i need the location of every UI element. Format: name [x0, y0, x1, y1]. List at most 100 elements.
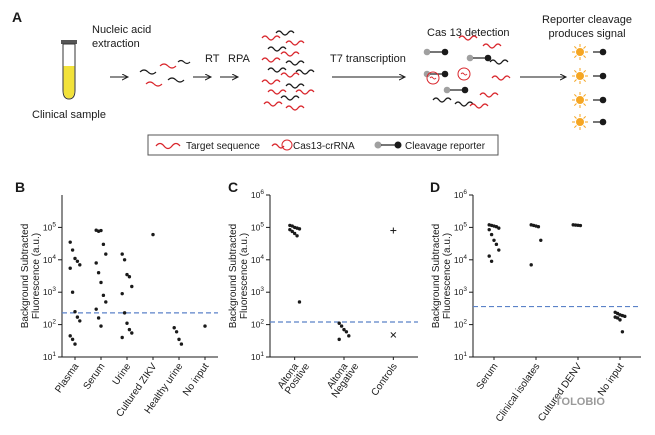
data-point: [529, 263, 533, 267]
dna-strand: [295, 89, 315, 95]
legend-box: [147, 134, 499, 156]
y-tick-label: 105: [454, 221, 467, 232]
dna-strand: [280, 51, 300, 57]
amplified-dna-icon: [261, 30, 315, 111]
dna-strand: [261, 57, 281, 63]
data-point: [288, 227, 292, 232]
data-point: [292, 231, 297, 236]
y-tick-label: 103: [454, 286, 467, 297]
data-point: [104, 252, 108, 256]
data-point: [623, 314, 627, 319]
data-point: [127, 275, 132, 279]
reporter-icon: [423, 70, 449, 78]
data-point: [177, 337, 181, 342]
data-point: [487, 227, 491, 232]
y-axis-title: Fluorescence (a.u.): [442, 233, 453, 319]
dna-strand: [267, 89, 287, 95]
cas13-detection-icon: [423, 35, 511, 109]
panel-b-letter: B: [15, 179, 25, 195]
dna-strand: [267, 46, 287, 52]
y-tick-label: 106: [251, 189, 264, 200]
panel-b: B Background Subtracted Fluorescence (a.u.…: [15, 179, 218, 419]
cas13-icon: [281, 139, 293, 151]
data-point: [73, 342, 77, 346]
data-point: [347, 334, 351, 338]
dna-strand: [285, 40, 305, 46]
extraction-label-line2: extraction: [92, 38, 140, 50]
x-category-label: Serum: [475, 361, 501, 391]
data-point: [78, 263, 82, 267]
dna-strand: [275, 30, 295, 36]
data-point: [99, 228, 103, 233]
data-point: [536, 225, 541, 229]
data-point: [75, 259, 80, 263]
y-axis-title: Background Subtracted: [431, 224, 442, 329]
data-point: [179, 342, 184, 346]
y-axis-title: Background Subtracted: [20, 224, 31, 329]
dna-strand: [285, 83, 305, 89]
y-tick-label: 104: [251, 254, 264, 265]
signal-reporter-icon: [572, 44, 607, 60]
legend-cleavage-reporter: Cleavage reporter: [405, 141, 486, 152]
cleaved-reporter-signal-icon: [572, 44, 607, 130]
panel-a: A Clinical sample Nucleic acid extractio…: [12, 9, 632, 156]
y-tick-label: 102: [454, 319, 467, 330]
y-axis-title: Fluorescence (a.u.): [31, 233, 42, 319]
panel-d-letter: D: [430, 179, 440, 195]
rna-strand: [454, 101, 474, 107]
data-point: [172, 326, 176, 330]
data-point: [96, 316, 101, 320]
x-category-label: Cultured DENV: [536, 361, 584, 424]
target-sequence-icon: [155, 142, 181, 150]
negative-control-point: [390, 332, 397, 338]
y-tick-label: 103: [251, 286, 264, 297]
rna-strand: [482, 43, 502, 49]
panel-c-letter: C: [228, 179, 238, 195]
data-point: [75, 315, 80, 319]
data-point: [73, 310, 77, 314]
y-axis-title: Fluorescence (a.u.): [239, 233, 250, 319]
data-point: [297, 300, 302, 304]
data-point: [94, 307, 98, 311]
rna-strand: [491, 75, 511, 81]
data-point: [68, 334, 72, 338]
x-category-label: Plasma: [53, 361, 81, 395]
y-axis-title: Background Subtracted: [228, 224, 239, 329]
data-point: [290, 229, 294, 234]
data-point: [203, 324, 207, 328]
schematic-legend: Target sequence Cas13-crRNA Cleavage rep…: [147, 134, 499, 156]
x-category-label: Controls: [369, 361, 399, 398]
dna-strand: [285, 60, 305, 66]
data-point: [120, 335, 124, 340]
data-point: [130, 284, 134, 289]
data-point: [125, 321, 129, 325]
data-point: [494, 242, 499, 247]
data-point: [120, 252, 124, 256]
x-category-label: No input: [596, 361, 627, 398]
data-point: [539, 238, 543, 242]
rna-strand: [469, 103, 489, 109]
extracted-nucleic-acid-icon: [139, 59, 191, 87]
data-point: [68, 266, 72, 270]
data-point: [497, 248, 501, 252]
y-tick-label: 101: [43, 351, 56, 362]
signal-reporter-icon: [572, 114, 607, 130]
data-point: [127, 327, 132, 332]
rt-label: RT: [205, 53, 220, 65]
data-point: [122, 258, 127, 262]
reporter-cleavage-label-line1: Reporter cleavage: [542, 14, 632, 26]
clinical-sample-label: Clinical sample: [32, 109, 106, 121]
x-category-label: No input: [181, 361, 212, 398]
data-point: [70, 248, 75, 252]
data-point: [620, 330, 625, 334]
reporter-icon: [423, 48, 449, 56]
extraction-label-line1: Nucleic acid: [92, 24, 151, 36]
data-point: [120, 291, 124, 296]
dna-strand: [263, 101, 283, 107]
data-point: [344, 330, 349, 334]
y-tick-label: 105: [43, 221, 56, 232]
data-point: [99, 280, 103, 285]
y-tick-label: 103: [43, 286, 56, 297]
signal-reporter-icon: [572, 68, 607, 84]
